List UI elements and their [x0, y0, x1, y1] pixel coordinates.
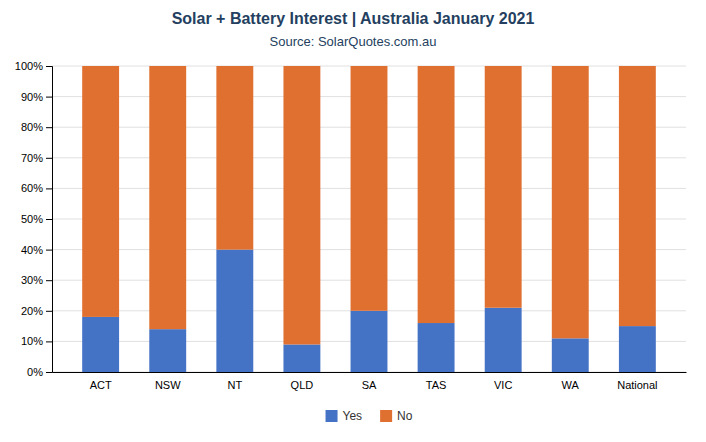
- subtitle: Source: SolarQuotes.com.au: [270, 34, 437, 49]
- bar: [552, 66, 589, 338]
- y-axis: 0% 10% 20% 30% 40% 50% 60% 70% 80% 90% 100%: [15, 60, 53, 378]
- x-axis: ACT NSW NT QLD SA TAS VIC WA National: [53, 373, 687, 391]
- legend-item: Yes: [326, 409, 363, 423]
- grid: [52, 66, 686, 372]
- legend: Yes No: [326, 409, 413, 423]
- bar: [216, 250, 253, 372]
- tick: 60%: [21, 182, 52, 194]
- tick-label: SA: [362, 379, 377, 391]
- bar: [82, 317, 119, 372]
- tick: 0%: [27, 366, 52, 378]
- title: Solar + Battery Interest | Australia Jan…: [172, 10, 535, 27]
- tick-mark: [46, 280, 52, 281]
- tick-label: ACT: [90, 379, 112, 391]
- bars: [82, 66, 656, 372]
- bar: [418, 323, 455, 372]
- bar: [149, 329, 186, 372]
- chart: Solar + Battery Interest | Australia Jan…: [0, 0, 706, 442]
- tick: QLD: [291, 379, 314, 391]
- tick-label: TAS: [426, 379, 447, 391]
- legend-swatch: [380, 410, 392, 422]
- tick-mark: [46, 127, 52, 128]
- bar: [552, 338, 589, 372]
- bar: [619, 66, 656, 326]
- tick-label: 30%: [21, 274, 43, 286]
- tick-mark: [46, 158, 52, 159]
- tick: 80%: [21, 121, 52, 133]
- bar: [418, 66, 455, 323]
- tick-label: 100%: [15, 60, 43, 72]
- tick-label: 90%: [21, 91, 43, 103]
- tick-mark: [46, 219, 52, 220]
- tick: 40%: [21, 244, 52, 256]
- tick-label: WA: [562, 379, 580, 391]
- tick-mark: [46, 341, 52, 342]
- tick-label: QLD: [291, 379, 314, 391]
- tick: WA: [562, 379, 580, 391]
- tick-mark: [46, 97, 52, 98]
- legend-item: No: [380, 409, 413, 423]
- tick-label: 70%: [21, 152, 43, 164]
- tick-mark: [46, 66, 52, 67]
- tick: ACT: [90, 379, 112, 391]
- axis-domain: [46, 67, 53, 373]
- bar: [619, 326, 656, 372]
- series: [82, 66, 656, 344]
- legend-label: No: [397, 409, 413, 423]
- tick: 30%: [21, 274, 52, 286]
- tick-label: 20%: [21, 305, 43, 317]
- tick: VIC: [494, 379, 512, 391]
- tick-mark: [46, 188, 52, 189]
- bar: [283, 344, 320, 372]
- tick: 70%: [21, 152, 52, 164]
- tick: 10%: [21, 335, 52, 347]
- tick-label: 80%: [21, 121, 43, 133]
- bar: [351, 66, 388, 311]
- bar: [149, 66, 186, 329]
- bar: [485, 308, 522, 372]
- tick-label: 60%: [21, 182, 43, 194]
- plot: 0% 10% 20% 30% 40% 50% 60% 70% 80% 90% 100% ACT NSW N…: [15, 60, 687, 391]
- tick: National: [617, 379, 657, 391]
- tick-mark: [46, 250, 52, 251]
- tick-label: National: [617, 379, 657, 391]
- tick-label: NSW: [155, 379, 181, 391]
- bar: [283, 66, 320, 344]
- legend-label: Yes: [343, 409, 363, 423]
- tick: NSW: [155, 379, 181, 391]
- tick: 90%: [21, 91, 52, 103]
- tick: 20%: [21, 305, 52, 317]
- tick-label: 0%: [27, 366, 43, 378]
- axis-domain: [53, 372, 687, 373]
- tick-mark: [46, 311, 52, 312]
- tick-label: NT: [227, 379, 242, 391]
- tick: SA: [362, 379, 377, 391]
- tick: 50%: [21, 213, 52, 225]
- bar: [351, 311, 388, 372]
- tick: TAS: [426, 379, 447, 391]
- tick-label: 40%: [21, 244, 43, 256]
- tick-mark: [46, 372, 52, 373]
- tick-label: 50%: [21, 213, 43, 225]
- bar: [485, 66, 522, 308]
- tick: 100%: [15, 60, 52, 72]
- tick-label: 10%: [21, 335, 43, 347]
- bar: [82, 66, 119, 317]
- legend-swatch: [326, 410, 338, 422]
- tick: NT: [227, 379, 242, 391]
- tick-label: VIC: [494, 379, 512, 391]
- bar: [216, 66, 253, 250]
